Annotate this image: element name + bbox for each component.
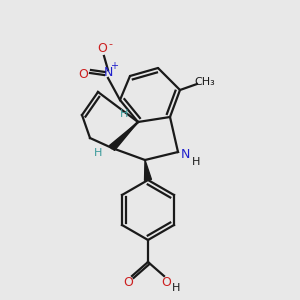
Text: -: -	[108, 39, 112, 49]
Polygon shape	[145, 160, 152, 181]
Text: O: O	[97, 43, 107, 56]
Text: O: O	[78, 68, 88, 80]
Polygon shape	[110, 122, 138, 151]
Text: H: H	[94, 148, 102, 158]
Text: H: H	[192, 157, 200, 167]
Text: H: H	[120, 109, 128, 119]
Text: O: O	[161, 277, 171, 290]
Text: O: O	[123, 275, 133, 289]
Text: CH₃: CH₃	[195, 77, 215, 87]
Text: N: N	[103, 65, 113, 79]
Text: H: H	[172, 283, 180, 293]
Text: N: N	[180, 148, 190, 160]
Text: +: +	[110, 61, 118, 71]
